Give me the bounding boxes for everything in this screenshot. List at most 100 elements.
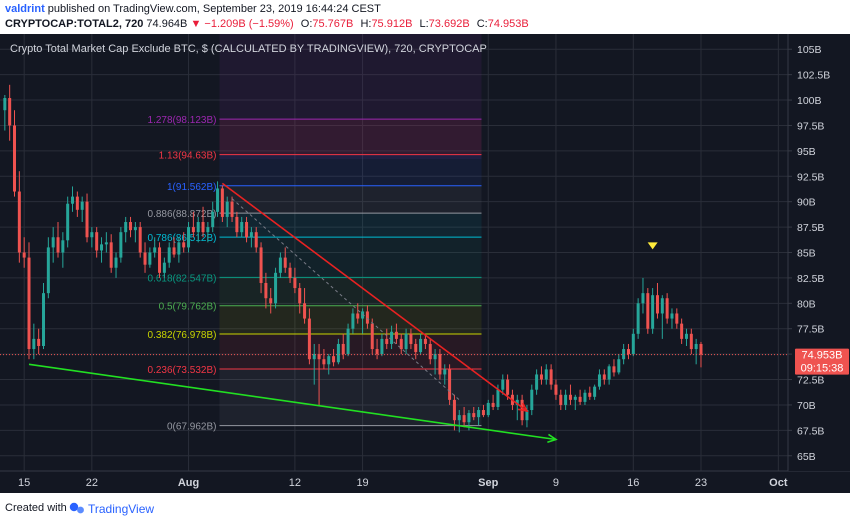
candle (680, 318, 684, 344)
candle (651, 288, 655, 334)
candle-body (356, 313, 360, 319)
candle-body (245, 222, 249, 238)
fib-zone-band (219, 305, 482, 335)
candle (303, 288, 307, 324)
candle (90, 227, 94, 248)
author-name[interactable]: valdrint (5, 3, 45, 15)
price-chart[interactable]: 0(67.962B) 0.236(73.532B) 0.382(76.978B) 0.… (0, 34, 850, 493)
x-tick-label: 12 (289, 477, 301, 489)
candle-body (588, 392, 592, 397)
candle-body (32, 338, 36, 350)
tradingview-brand[interactable]: TradingView (88, 502, 155, 516)
candle-body (211, 211, 215, 228)
fib-zone-band (219, 119, 482, 155)
candle-body (462, 415, 466, 423)
candle (544, 364, 548, 385)
candle (419, 333, 423, 355)
candle (568, 384, 572, 405)
candle-body (322, 359, 326, 365)
fib-level-label: 1.278(98.123B) (148, 115, 217, 126)
candle (206, 222, 210, 243)
candle (42, 282, 46, 350)
candle (17, 171, 21, 263)
fib-retracement[interactable]: 0(67.962B) 0.236(73.532B) 0.382(76.978B) 0.… (148, 115, 482, 433)
candle (597, 369, 601, 390)
candle-body (303, 303, 307, 319)
candle (588, 386, 592, 400)
candle (162, 257, 166, 278)
x-axis-area (0, 471, 850, 493)
candle-body (201, 222, 205, 233)
y-tick-label: 70B (797, 400, 816, 412)
candle (414, 338, 418, 360)
high-value: 75.912B (371, 18, 413, 30)
close-label: C: (476, 18, 488, 30)
candle (336, 338, 340, 365)
candle (375, 338, 379, 360)
candle-body (172, 247, 176, 255)
candle (75, 191, 79, 217)
open-value: 75.767B (312, 18, 354, 30)
trendline-arrowhead (547, 433, 558, 443)
candle-body (419, 338, 423, 353)
x-tick-label: 22 (86, 477, 98, 489)
candle-body (71, 196, 75, 204)
candle (346, 323, 350, 357)
candle-body (230, 201, 234, 217)
candle (361, 308, 365, 334)
candle-body (158, 247, 162, 273)
candle (655, 282, 659, 319)
candle (201, 206, 205, 238)
x-tick-label: 19 (356, 477, 368, 489)
candle-body (452, 399, 456, 421)
candle (259, 242, 263, 294)
candle-body (17, 191, 21, 253)
y-tick-label: 85B (797, 248, 816, 260)
close-value: 74.953B (487, 18, 529, 30)
candle (341, 333, 345, 360)
candle (274, 267, 278, 309)
candle-body (641, 293, 645, 304)
candle-body (259, 247, 263, 283)
candle-body (288, 267, 292, 278)
candle (626, 343, 630, 360)
x-axis: 15 22 Aug 12 19 Sep 9 16 23 Oct (18, 477, 788, 489)
candle-body (56, 237, 60, 253)
candle-body (187, 227, 191, 248)
fib-level-label: 0.618(82.547B) (148, 273, 217, 284)
candle-body (162, 262, 166, 273)
candle (235, 211, 239, 238)
candle (525, 404, 529, 428)
candle (100, 237, 104, 263)
candle-body (249, 232, 253, 238)
candle-body (109, 242, 113, 268)
candle-body (583, 392, 587, 402)
y-tick-label: 97.5B (797, 120, 824, 132)
y-tick-label: 65B (797, 451, 816, 463)
fib-level-label: 0.382(76.978B) (148, 330, 217, 341)
candle (539, 366, 543, 385)
candle-body (467, 413, 471, 423)
candle-body (491, 402, 495, 407)
candle (573, 394, 577, 411)
x-tick-label: 23 (695, 477, 707, 489)
candle (133, 222, 137, 243)
candle-body (443, 369, 447, 375)
ohlc-line: CRYPTOCAP:TOTAL2, 720 74.964B ▼ −1.209B … (5, 18, 529, 30)
candle (428, 338, 432, 365)
price-change: −1.209B (−1.59%) (204, 18, 294, 30)
candle (153, 237, 157, 258)
fib-level-label: 1.13(94.63B) (159, 151, 217, 162)
candle-body (607, 366, 611, 380)
x-tick-label: Aug (178, 477, 199, 489)
candle-body (414, 343, 418, 353)
candle-body (167, 247, 171, 263)
candle (631, 328, 635, 357)
high-label: H: (360, 18, 372, 30)
open-label: O: (300, 18, 313, 30)
candle-body (564, 394, 568, 405)
trendlines[interactable] (28, 182, 558, 443)
candle-body (448, 369, 452, 400)
candle-body (477, 410, 481, 418)
candle-body (138, 227, 142, 253)
